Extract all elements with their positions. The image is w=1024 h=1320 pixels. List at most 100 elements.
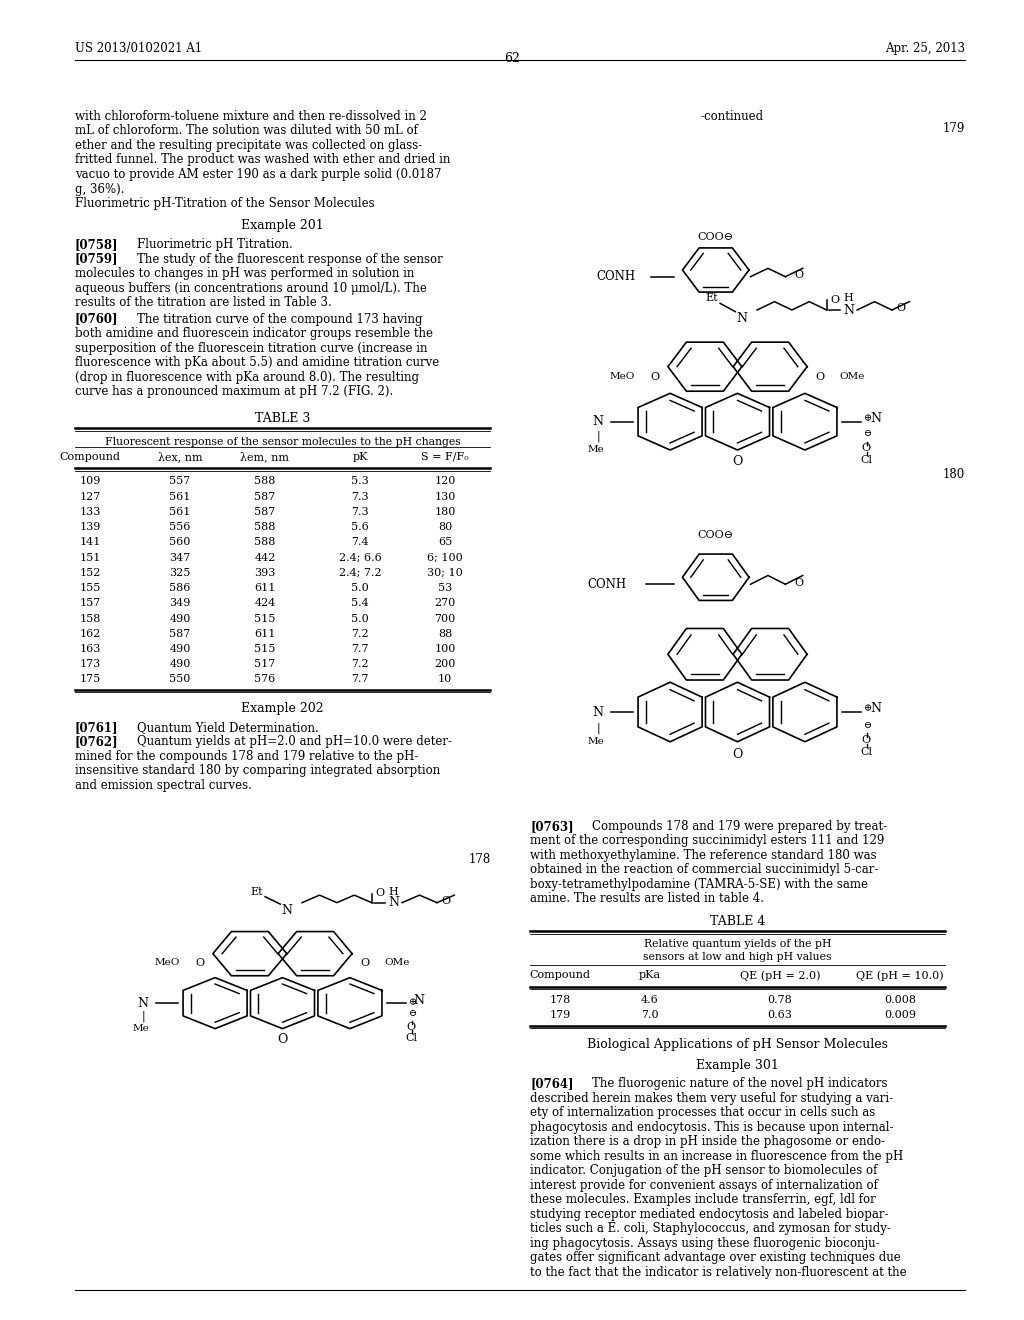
Text: H: H (844, 293, 853, 304)
Text: sensors at low and high pH values: sensors at low and high pH values (643, 952, 831, 962)
Text: 53: 53 (438, 583, 453, 593)
Text: H: H (388, 887, 398, 898)
Text: 347: 347 (169, 553, 190, 562)
Text: 5.0: 5.0 (351, 614, 369, 623)
Text: [0764]: [0764] (530, 1077, 573, 1090)
Text: S = F/F₀: S = F/F₀ (421, 451, 469, 462)
Text: Me: Me (588, 738, 604, 746)
Text: [0762]: [0762] (75, 735, 119, 748)
Text: 5.4: 5.4 (351, 598, 369, 609)
Text: QE (pH = 2.0): QE (pH = 2.0) (739, 970, 820, 981)
Text: 163: 163 (79, 644, 100, 653)
Text: 179: 179 (549, 1010, 570, 1020)
Text: these molecules. Examples include transferrin, egf, ldl for: these molecules. Examples include transf… (530, 1193, 876, 1206)
Text: 325: 325 (169, 568, 190, 578)
Text: N: N (282, 904, 292, 916)
Text: N: N (843, 304, 854, 317)
Text: [0763]: [0763] (530, 820, 573, 833)
Text: 0.78: 0.78 (768, 995, 793, 1005)
Text: 588: 588 (254, 523, 275, 532)
Text: ⊕: ⊕ (864, 414, 872, 422)
Text: N: N (413, 994, 424, 1007)
Text: 109: 109 (79, 477, 100, 487)
Text: The titration curve of the compound 173 having: The titration curve of the compound 173 … (137, 313, 423, 326)
Text: 152: 152 (79, 568, 100, 578)
Text: 490: 490 (169, 659, 190, 669)
Text: some which results in an increase in fluorescence from the pH: some which results in an increase in flu… (530, 1150, 903, 1163)
Text: N: N (138, 997, 148, 1010)
Text: obtained in the reaction of commercial succinimidyl 5-car-: obtained in the reaction of commercial s… (530, 863, 879, 876)
Text: with methoxyethylamine. The reference standard 180 was: with methoxyethylamine. The reference st… (530, 849, 877, 862)
Text: 0.009: 0.009 (884, 1010, 916, 1020)
Text: interest provide for convenient assays of internalization of: interest provide for convenient assays o… (530, 1179, 878, 1192)
Text: 173: 173 (80, 659, 100, 669)
Text: N: N (736, 312, 748, 325)
Text: N: N (593, 416, 604, 428)
Text: 700: 700 (434, 614, 456, 623)
Text: [0761]: [0761] (75, 721, 119, 734)
Text: N: N (388, 896, 399, 909)
Text: Quantum yields at pH=2.0 and pH=10.0 were deter-: Quantum yields at pH=2.0 and pH=10.0 wer… (137, 735, 452, 748)
Text: O: O (794, 271, 803, 280)
Text: Example 202: Example 202 (242, 702, 324, 715)
Text: 5.3: 5.3 (351, 477, 369, 487)
Text: and emission spectral curves.: and emission spectral curves. (75, 779, 252, 792)
Text: 587: 587 (169, 628, 190, 639)
Text: Me: Me (133, 1024, 150, 1034)
Text: 130: 130 (434, 492, 456, 502)
Text: OMe: OMe (840, 372, 865, 381)
Text: ization there is a drop in pH inside the phagosome or endo-: ization there is a drop in pH inside the… (530, 1135, 885, 1148)
Text: pKa: pKa (639, 970, 662, 979)
Text: insensitive standard 180 by comparing integrated absorption: insensitive standard 180 by comparing in… (75, 764, 440, 777)
Text: fritted funnel. The product was washed with ether and dried in: fritted funnel. The product was washed w… (75, 153, 451, 166)
Text: Apr. 25, 2013: Apr. 25, 2013 (885, 42, 965, 55)
Text: 393: 393 (254, 568, 275, 578)
Text: to the fact that the indicator is relatively non-fluorescent at the: to the fact that the indicator is relati… (530, 1266, 906, 1279)
Text: 2.4; 7.2: 2.4; 7.2 (339, 568, 381, 578)
Text: 587: 587 (254, 507, 275, 517)
Text: 178: 178 (469, 853, 492, 866)
Text: US 2013/0102021 A1: US 2013/0102021 A1 (75, 42, 202, 55)
Text: 141: 141 (79, 537, 100, 548)
Text: curve has a pronounced maximum at pH 7.2 (FIG. 2).: curve has a pronounced maximum at pH 7.2… (75, 385, 393, 399)
Text: 7.7: 7.7 (351, 644, 369, 653)
Text: O: O (794, 578, 803, 587)
Text: Compound: Compound (59, 451, 121, 462)
Text: 7.2: 7.2 (351, 628, 369, 639)
Text: 157: 157 (80, 598, 100, 609)
Text: CONH: CONH (588, 578, 627, 591)
Text: 556: 556 (169, 523, 190, 532)
Text: described herein makes them very useful for studying a vari-: described herein makes them very useful … (530, 1092, 893, 1105)
Text: O: O (861, 444, 870, 453)
Text: 155: 155 (79, 583, 100, 593)
Text: phagocytosis and endocytosis. This is because upon internal-: phagocytosis and endocytosis. This is be… (530, 1121, 894, 1134)
Text: ticles such a E. coli, Staphylococcus, and zymosan for study-: ticles such a E. coli, Staphylococcus, a… (530, 1222, 891, 1236)
Text: OMe: OMe (385, 958, 410, 968)
Text: 7.2: 7.2 (351, 659, 369, 669)
Text: |: | (597, 722, 600, 734)
Text: The fluorogenic nature of the novel pH indicators: The fluorogenic nature of the novel pH i… (592, 1077, 888, 1090)
Text: 424: 424 (254, 598, 275, 609)
Text: ⊖: ⊖ (409, 1010, 417, 1018)
Text: N: N (870, 412, 882, 425)
Text: O: O (376, 888, 385, 898)
Text: Example 301: Example 301 (696, 1059, 779, 1072)
Text: studying receptor mediated endocytosis and labeled biopar-: studying receptor mediated endocytosis a… (530, 1208, 889, 1221)
Text: superposition of the fluorescein titration curve (increase in: superposition of the fluorescein titrati… (75, 342, 427, 355)
Text: 515: 515 (254, 644, 275, 653)
Text: aqueous buffers (in concentrations around 10 μmol/L). The: aqueous buffers (in concentrations aroun… (75, 281, 427, 294)
Text: ing phagocytosis. Assays using these fluorogenic bioconju-: ing phagocytosis. Assays using these flu… (530, 1237, 880, 1250)
Text: 7.0: 7.0 (641, 1010, 658, 1020)
Text: COO⊖: COO⊖ (697, 531, 734, 540)
Text: 158: 158 (79, 614, 100, 623)
Text: TABLE 4: TABLE 4 (710, 915, 765, 928)
Text: Fluorescent response of the sensor molecules to the pH changes: Fluorescent response of the sensor molec… (104, 437, 461, 446)
Text: MeO: MeO (155, 958, 180, 968)
Text: 557: 557 (169, 477, 190, 487)
Text: The study of the fluorescent response of the sensor: The study of the fluorescent response of… (137, 252, 442, 265)
Text: 62: 62 (504, 51, 520, 65)
Text: 5.6: 5.6 (351, 523, 369, 532)
Text: 515: 515 (254, 614, 275, 623)
Text: O: O (732, 747, 742, 760)
Text: indicator. Conjugation of the pH sensor to biomolecules of: indicator. Conjugation of the pH sensor … (530, 1164, 878, 1177)
